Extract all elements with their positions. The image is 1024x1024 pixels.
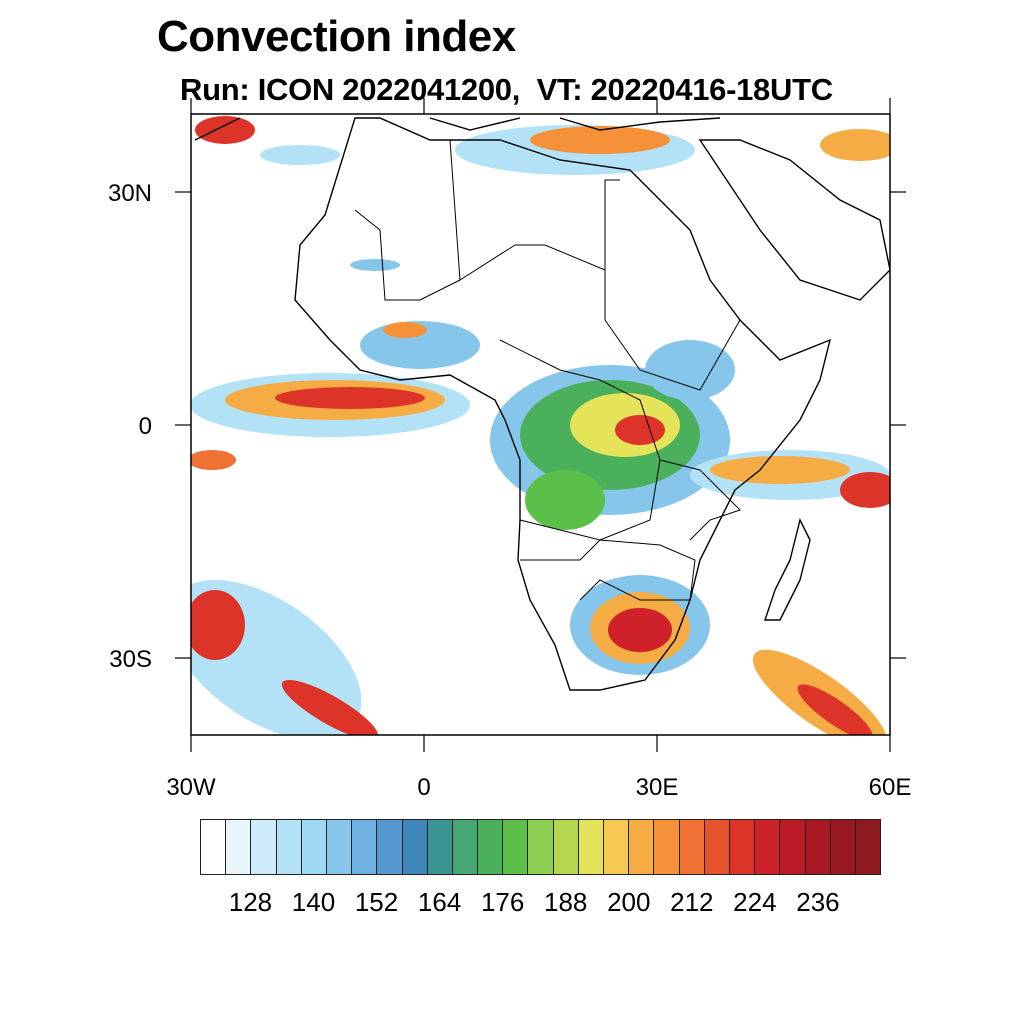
colorbar-swatch	[704, 820, 730, 874]
colorbar-swatch	[377, 820, 403, 874]
congo-core	[615, 415, 665, 445]
itcz-atlantic-core	[275, 387, 425, 409]
colorbar-label: 140	[291, 887, 336, 917]
colorbar-swatch	[604, 820, 630, 874]
coastlines	[194, 117, 890, 691]
colorbar-swatch	[654, 820, 680, 874]
indian-ocean-mid	[710, 456, 850, 484]
lat-label-0: 0	[138, 413, 152, 440]
colorbar-swatch	[326, 820, 353, 874]
figure-title: Convection index	[157, 12, 516, 61]
colorbar-label: 128	[228, 887, 273, 917]
lon-label-30e: 30E	[635, 774, 679, 801]
sahel-streak	[350, 259, 400, 271]
convection-field	[191, 116, 890, 735]
border-sudan	[604, 270, 741, 391]
colorbar-swatch	[528, 820, 554, 874]
southafrica-core	[608, 608, 672, 652]
itcz-west-cell	[191, 450, 236, 470]
colorbar-swatch	[427, 820, 453, 874]
lat-label-30s: 30S	[109, 646, 152, 673]
south-atlantic-core	[191, 590, 245, 660]
lat-label-30n: 30N	[107, 180, 152, 207]
colorbar-swatch	[251, 820, 277, 874]
south-atlantic-band	[191, 580, 362, 735]
colorbar-label: 212	[670, 887, 714, 917]
colorbar-label: 224	[733, 887, 777, 917]
border-sahara-2	[354, 209, 461, 301]
middle-east-cell	[820, 129, 890, 161]
colorbar-label: 176	[480, 887, 525, 917]
border-central	[499, 339, 661, 541]
south-atlantic-red	[281, 679, 379, 735]
sinai-streak	[260, 145, 340, 165]
colorbar-swatch	[830, 820, 856, 874]
colorbar-label: 236	[796, 887, 840, 917]
iberia-cell	[195, 116, 255, 144]
madagascar-coastline	[764, 517, 811, 621]
mediterranean-core	[530, 126, 670, 154]
lon-label-60e: 60E	[868, 774, 912, 801]
colorbar-swatch	[226, 820, 252, 874]
africa-coastline	[294, 117, 832, 691]
colorbar-label: 152	[354, 887, 399, 917]
colorbar-swatch	[276, 820, 302, 874]
colorbar-swatch	[780, 820, 806, 874]
colorbar-swatch	[629, 820, 655, 874]
colorbar-swatch	[478, 820, 504, 874]
colorbar-label: 200	[607, 887, 651, 917]
colorbar-swatch	[452, 820, 479, 874]
colorbar-swatch	[503, 820, 529, 874]
arabia-coastline	[698, 139, 890, 301]
border-south	[520, 539, 696, 601]
colorbar-swatch	[679, 820, 705, 874]
southwest-indian-core	[797, 684, 873, 735]
colorbar-swatch	[352, 820, 378, 874]
colorbar-label: 164	[417, 887, 462, 917]
lon-label-30w: 30W	[166, 774, 216, 801]
angola-cells	[525, 470, 605, 530]
indian-ocean-east	[840, 472, 890, 508]
country-borders	[354, 139, 741, 601]
colorbar-swatch	[402, 820, 428, 874]
ethiopia-cells	[645, 340, 735, 400]
colorbar-swatch	[553, 820, 579, 874]
colorbar-label: 188	[544, 887, 588, 917]
europe-coastline	[194, 117, 721, 141]
colorbar-swatch	[301, 820, 327, 874]
westafrica-core	[383, 322, 427, 338]
colorbar-swatch	[729, 820, 756, 874]
colorbar-swatch	[755, 820, 781, 874]
colorbar-swatch	[855, 820, 881, 874]
figure-subtitle: Run: ICON 2022041200, VT: 20220416-18UTC	[180, 72, 833, 107]
lon-label-0: 0	[417, 774, 431, 801]
colorbar-swatch	[201, 820, 227, 874]
colorbar-swatch	[805, 820, 831, 874]
border-east	[659, 459, 741, 541]
colorbar-swatch	[578, 820, 604, 874]
axis-ticks	[175, 98, 906, 752]
colorbar	[200, 819, 881, 875]
